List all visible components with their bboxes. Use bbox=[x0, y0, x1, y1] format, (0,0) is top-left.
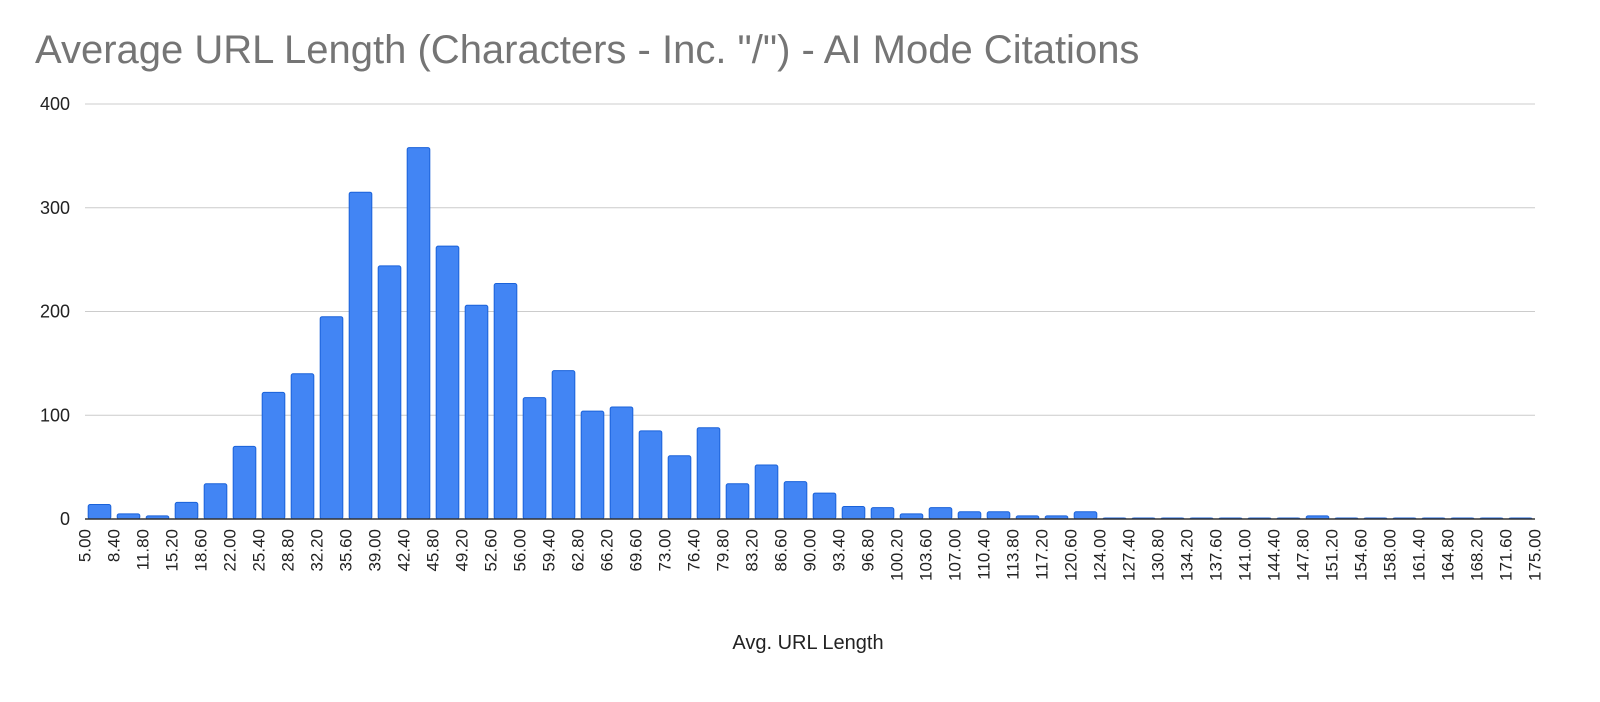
bar bbox=[899, 513, 924, 520]
x-tick-label: 103.60 bbox=[917, 529, 936, 581]
x-tick-label: 79.80 bbox=[714, 529, 733, 572]
x-tick-label: 45.80 bbox=[424, 529, 443, 572]
bars bbox=[87, 147, 1533, 520]
bar bbox=[348, 191, 373, 520]
x-tick-label: 49.20 bbox=[453, 529, 472, 572]
x-tick-label: 15.20 bbox=[163, 529, 182, 572]
x-tick-label: 52.60 bbox=[482, 529, 501, 572]
x-tick-label: 100.20 bbox=[888, 529, 907, 581]
x-tick-label: 137.60 bbox=[1207, 529, 1226, 581]
bar bbox=[870, 507, 895, 520]
bar bbox=[464, 304, 489, 520]
x-tick-label: 35.60 bbox=[337, 529, 356, 572]
bar bbox=[522, 397, 547, 520]
x-tick-label: 62.80 bbox=[569, 529, 588, 572]
x-tick-label: 25.40 bbox=[250, 529, 269, 572]
y-axis-tick-labels: 0 100 200 300 400 bbox=[40, 94, 70, 529]
x-tick-label: 164.80 bbox=[1439, 529, 1458, 581]
x-tick-label: 56.00 bbox=[511, 529, 530, 572]
bar bbox=[232, 445, 257, 520]
bar bbox=[638, 430, 663, 520]
x-tick-label: 32.20 bbox=[308, 529, 327, 572]
bar bbox=[928, 507, 953, 520]
y-tick-label: 300 bbox=[40, 198, 70, 218]
bar bbox=[667, 455, 692, 520]
x-tick-label: 120.60 bbox=[1062, 529, 1081, 581]
gridlines bbox=[85, 103, 1535, 416]
bar bbox=[493, 282, 518, 520]
x-tick-label: 66.20 bbox=[598, 529, 617, 572]
bar bbox=[609, 406, 634, 520]
x-tick-label: 117.20 bbox=[1033, 529, 1052, 580]
x-tick-label: 124.00 bbox=[1091, 529, 1110, 581]
x-tick-label: 110.40 bbox=[975, 529, 994, 580]
x-tick-label: 22.00 bbox=[221, 529, 240, 572]
bar bbox=[986, 511, 1011, 520]
x-tick-label: 28.80 bbox=[279, 529, 298, 572]
x-tick-label: 158.00 bbox=[1381, 529, 1400, 581]
bar bbox=[435, 245, 460, 520]
bar bbox=[87, 503, 112, 520]
bar bbox=[754, 464, 779, 520]
bar bbox=[261, 391, 286, 520]
bar bbox=[203, 483, 228, 520]
x-tick-label: 144.40 bbox=[1265, 529, 1284, 581]
x-tick-label: 154.60 bbox=[1352, 529, 1371, 581]
bar bbox=[580, 410, 605, 520]
x-tick-label: 141.00 bbox=[1236, 529, 1255, 581]
y-tick-label: 200 bbox=[40, 302, 70, 322]
x-tick-label: 18.60 bbox=[192, 529, 211, 572]
x-tick-label: 69.60 bbox=[627, 529, 646, 572]
x-tick-label: 83.20 bbox=[743, 529, 762, 572]
x-tick-label: 127.40 bbox=[1120, 529, 1139, 581]
chart-title: Average URL Length (Characters - Inc. "/… bbox=[35, 28, 1140, 72]
y-tick-label: 400 bbox=[40, 94, 70, 114]
x-tick-label: 8.40 bbox=[105, 529, 124, 562]
bar bbox=[783, 481, 808, 520]
x-tick-label: 171.60 bbox=[1497, 529, 1516, 581]
bar bbox=[116, 513, 141, 520]
x-tick-label: 59.40 bbox=[540, 529, 559, 572]
x-tick-label: 113.80 bbox=[1004, 529, 1023, 580]
bar bbox=[957, 511, 982, 520]
bar bbox=[377, 265, 402, 520]
bar bbox=[551, 370, 576, 520]
bar bbox=[725, 483, 750, 520]
x-axis-title: Avg. URL Length bbox=[732, 632, 883, 654]
bar bbox=[290, 373, 315, 520]
x-tick-label: 76.40 bbox=[685, 529, 704, 572]
x-tick-label: 86.60 bbox=[772, 529, 791, 572]
bar bbox=[841, 506, 866, 520]
x-tick-label: 151.20 bbox=[1323, 529, 1342, 581]
bar bbox=[319, 316, 344, 520]
x-tick-label: 161.40 bbox=[1410, 529, 1429, 581]
bar bbox=[174, 501, 199, 520]
x-tick-label: 5.00 bbox=[76, 529, 95, 562]
x-tick-label: 134.20 bbox=[1178, 529, 1197, 581]
x-tick-label: 175.00 bbox=[1526, 529, 1545, 581]
y-tick-label: 0 bbox=[60, 509, 70, 529]
x-tick-label: 96.80 bbox=[859, 529, 878, 572]
x-tick-label: 39.00 bbox=[366, 529, 385, 572]
x-tick-label: 107.00 bbox=[946, 529, 965, 581]
x-axis-tick-labels: 5.00 8.40 11.80 15.20 18.60 22.00 25.40 28.80 32… bbox=[76, 529, 1545, 581]
bar bbox=[1073, 511, 1098, 520]
x-tick-label: 42.40 bbox=[395, 529, 414, 572]
x-tick-label: 168.20 bbox=[1468, 529, 1487, 581]
bar bbox=[696, 427, 721, 520]
x-tick-label: 11.80 bbox=[134, 529, 153, 570]
x-tick-label: 130.80 bbox=[1149, 529, 1168, 581]
bar bbox=[812, 492, 837, 520]
x-tick-label: 73.00 bbox=[656, 529, 675, 572]
bar bbox=[406, 147, 431, 520]
x-tick-label: 90.00 bbox=[801, 529, 820, 572]
x-tick-label: 147.80 bbox=[1294, 529, 1313, 581]
x-tick-label: 93.40 bbox=[830, 529, 849, 572]
y-tick-label: 100 bbox=[40, 405, 70, 425]
